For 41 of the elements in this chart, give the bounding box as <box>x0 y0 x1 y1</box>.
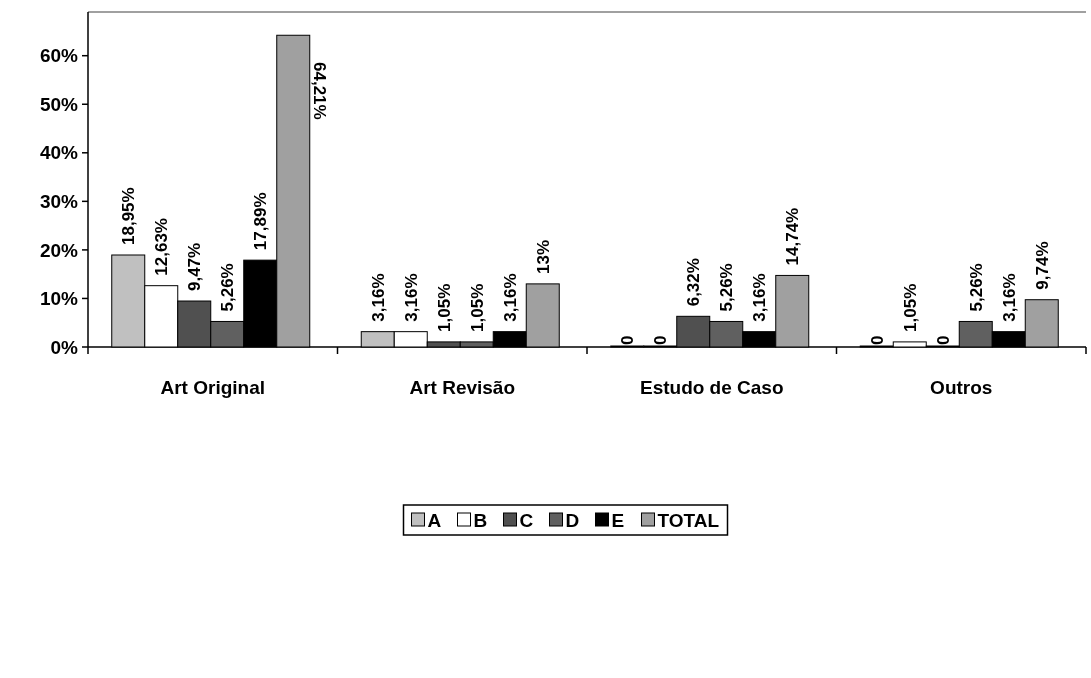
data-label: 1,05% <box>900 283 920 332</box>
legend-label: B <box>473 509 488 531</box>
data-label: 9,47% <box>185 242 205 292</box>
data-label: 3,16% <box>368 273 388 322</box>
y-tick-label: 10% <box>39 288 79 310</box>
legend-label: D <box>565 509 580 531</box>
data-label: 18,95% <box>119 187 139 245</box>
data-label: 0 <box>618 335 638 345</box>
data-label: 13% <box>533 239 553 274</box>
data-label: 64,21% <box>309 62 329 120</box>
data-label: 5,26% <box>966 263 986 312</box>
data-label: 17,89% <box>251 192 271 251</box>
y-tick-label: 30% <box>39 191 79 212</box>
legend-label: A <box>427 509 442 531</box>
data-label: 0 <box>651 335 671 345</box>
data-label: 0 <box>867 335 887 345</box>
data-label: 3,16% <box>750 273 770 322</box>
x-tick-label: Art Original <box>160 377 266 398</box>
y-tick-label: 40% <box>39 142 79 164</box>
legend-label: TOTAL <box>657 509 720 531</box>
data-label: 14,74% <box>783 207 803 266</box>
y-tick-label: 50% <box>39 93 79 115</box>
y-tick-label: 20% <box>39 239 79 261</box>
data-label: 3,16% <box>999 273 1019 322</box>
data-label: 3,16% <box>500 273 520 322</box>
data-label: 1,05% <box>467 283 487 332</box>
data-label: 1,05% <box>434 283 454 332</box>
legend-label: E <box>611 509 625 531</box>
data-label: 3,16% <box>401 273 421 322</box>
data-label: 6,32% <box>684 258 704 307</box>
data-label: 9,74% <box>1032 241 1052 290</box>
data-label: 12,63% <box>152 218 172 276</box>
data-label: 5,26% <box>218 263 238 312</box>
y-tick-label: 60% <box>39 45 79 67</box>
x-tick-label: Art Revisão <box>409 377 516 398</box>
y-tick-label: 0% <box>50 336 79 358</box>
x-tick-label: Outros <box>930 377 993 398</box>
data-label: 5,26% <box>717 263 737 312</box>
x-tick-label: Estudo de Caso <box>639 377 784 398</box>
legend-label: C <box>519 509 534 531</box>
data-label: 0 <box>933 335 953 345</box>
